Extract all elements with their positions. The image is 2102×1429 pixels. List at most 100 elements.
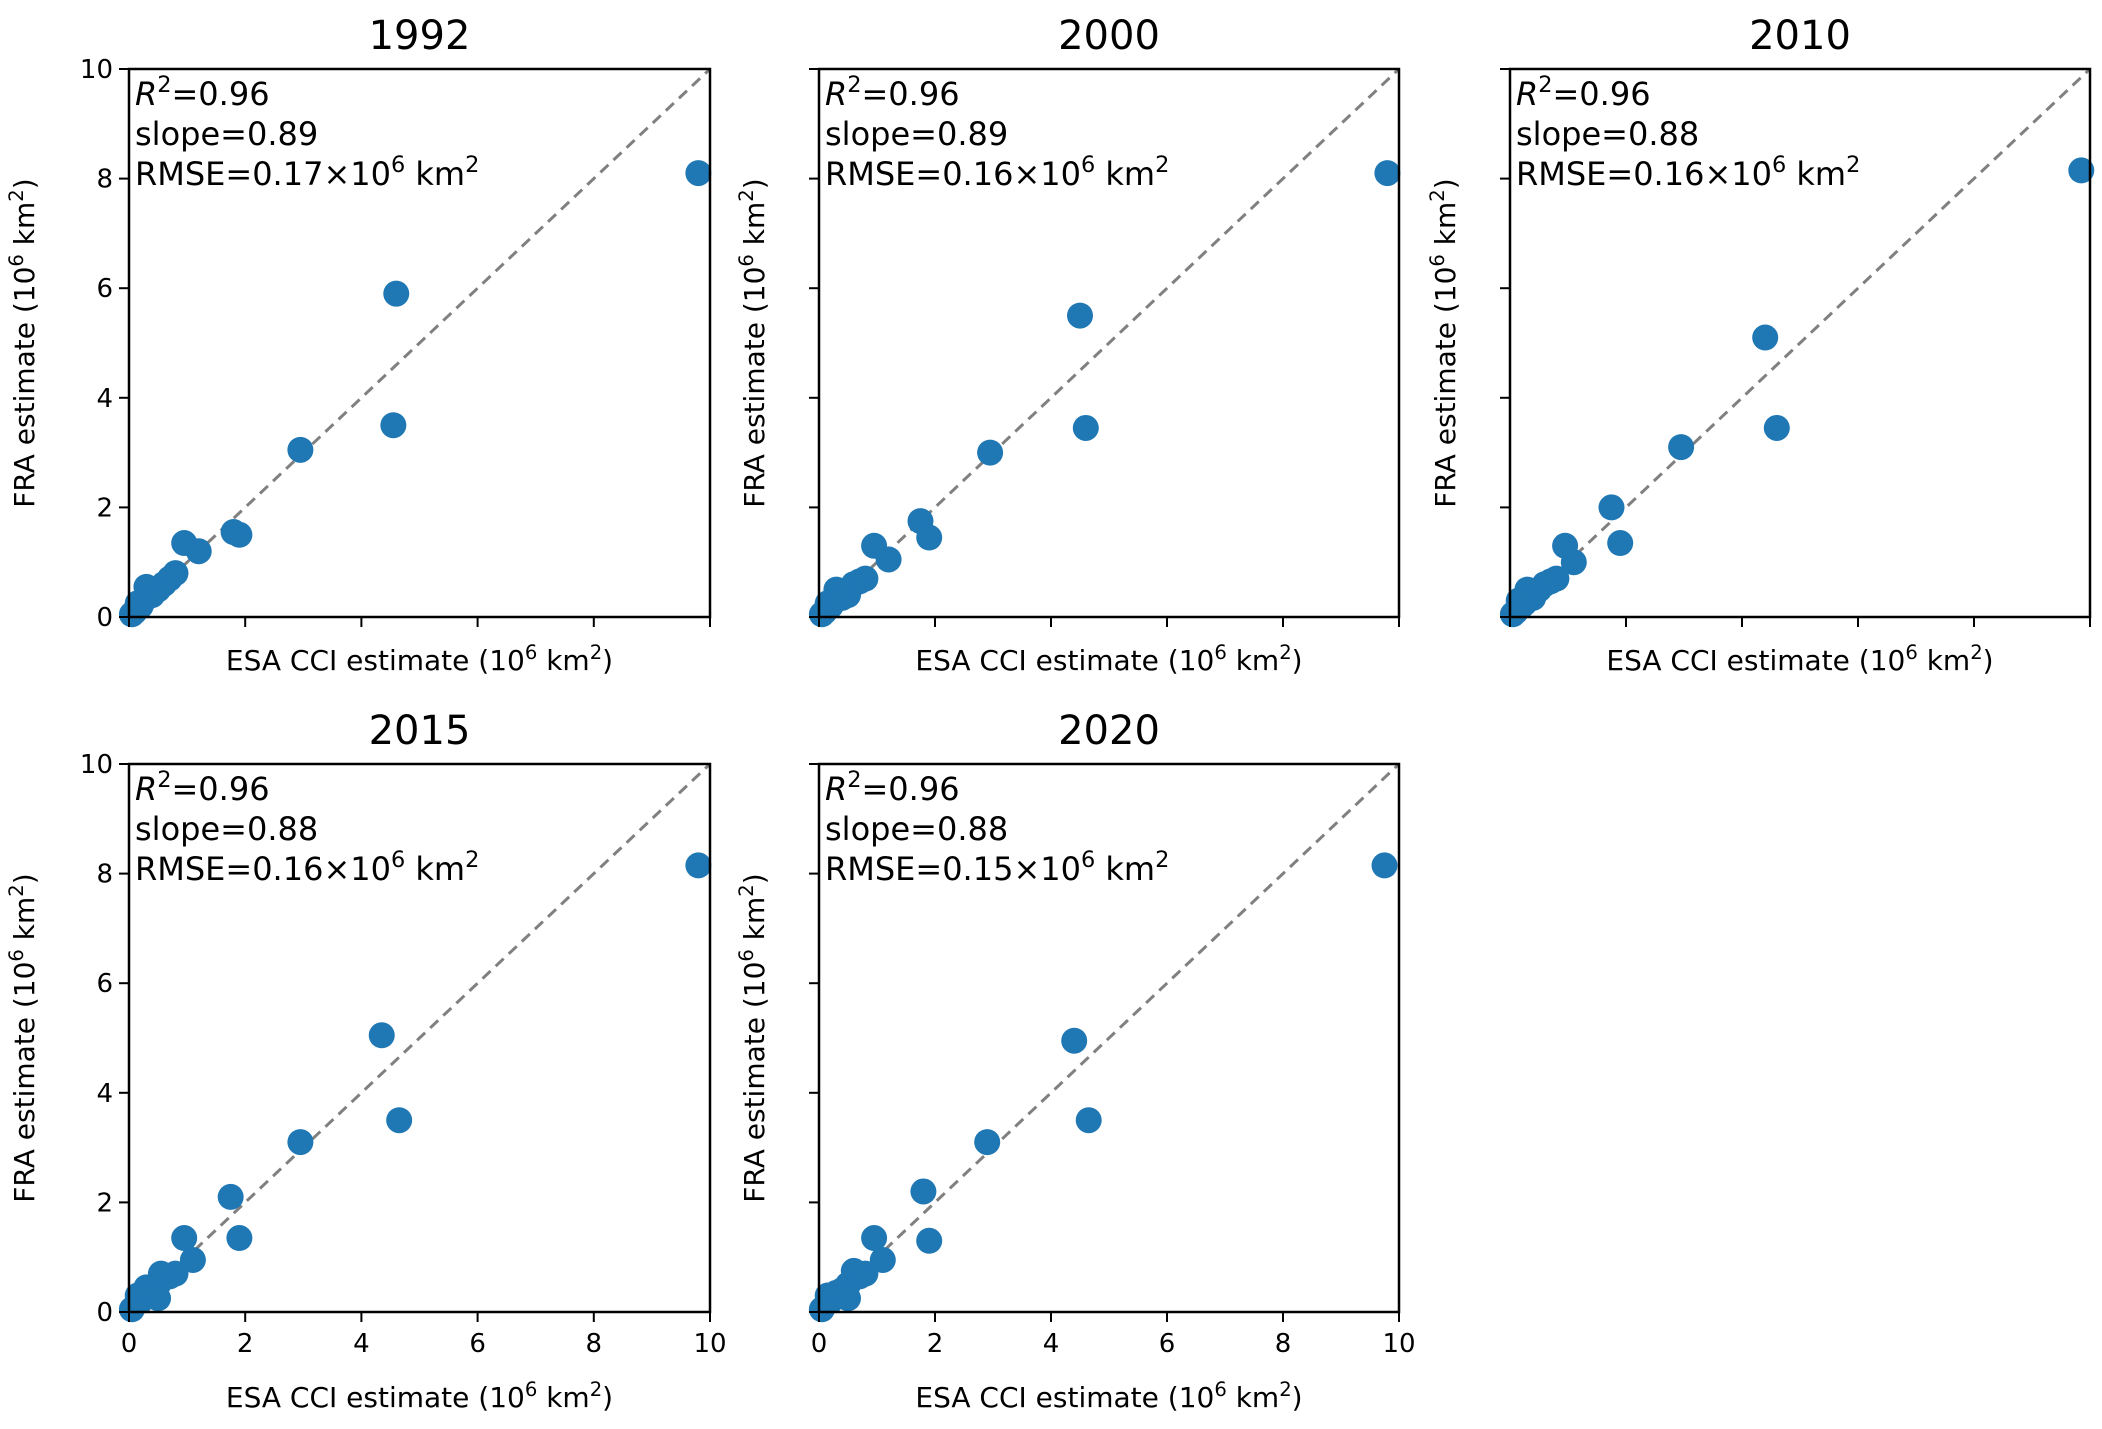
x-axis-label: ESA CCI estimate (106 km2) bbox=[226, 641, 613, 678]
y-axis-label: FRA estimate (106 km2) bbox=[1426, 178, 1463, 507]
y-tick-label: 6 bbox=[96, 969, 113, 999]
stat-annotation: slope=0.89 bbox=[135, 115, 318, 153]
y-tick-label: 10 bbox=[80, 55, 113, 85]
data-point bbox=[685, 852, 712, 879]
data-point bbox=[217, 1183, 244, 1210]
data-point bbox=[861, 532, 888, 559]
one-to-one-line bbox=[817, 762, 1401, 1314]
y-tick-label: 4 bbox=[96, 1079, 113, 1109]
data-point bbox=[1067, 302, 1093, 329]
data-point bbox=[835, 1285, 861, 1312]
data-point bbox=[685, 160, 712, 187]
x-axis-label: ESA CCI estimate (106 km2) bbox=[915, 641, 1302, 678]
stat-annotation: RMSE=0.17×106 km2 bbox=[135, 152, 479, 193]
panel-2015: 2015 0 2 4 6 8 10 0 2 4 6 8 10 ESA CCI estimate (106 … bbox=[5, 708, 727, 1414]
data-point bbox=[220, 519, 247, 546]
y-tick-label: 2 bbox=[96, 1188, 113, 1218]
data-point bbox=[1763, 414, 1790, 441]
stat-annotation: RMSE=0.15×106 km2 bbox=[825, 847, 1169, 888]
x-tick-label: 6 bbox=[469, 1329, 486, 1359]
panel-title: 1992 bbox=[369, 13, 471, 59]
data-point bbox=[1374, 160, 1401, 187]
x-tick-label: 2 bbox=[927, 1329, 944, 1359]
stat-annotation: slope=0.89 bbox=[825, 115, 1008, 153]
data-point bbox=[1598, 494, 1625, 521]
plot-frame bbox=[127, 762, 712, 1314]
data-point bbox=[226, 1225, 253, 1252]
x-tick-label: 10 bbox=[693, 1329, 726, 1359]
y-tick-label: 8 bbox=[96, 860, 113, 890]
x-tick-label: 10 bbox=[1382, 1329, 1415, 1359]
data-point bbox=[171, 1225, 198, 1252]
x-tick-label: 2 bbox=[237, 1329, 254, 1359]
x-axis-label: ESA CCI estimate (106 km2) bbox=[1606, 641, 1993, 678]
data-point bbox=[910, 1178, 937, 1205]
stat-annotation: R2=0.96 bbox=[825, 767, 960, 808]
y-axis-label: FRA estimate (106 km2) bbox=[5, 178, 42, 507]
stat-annotation: slope=0.88 bbox=[1516, 115, 1699, 153]
plot-frame bbox=[1508, 67, 2092, 619]
data-point bbox=[2068, 157, 2095, 184]
y-tick-label: 10 bbox=[80, 750, 113, 780]
data-point bbox=[808, 601, 835, 628]
y-tick-label: 0 bbox=[96, 1298, 113, 1328]
data-point bbox=[916, 524, 943, 551]
panel-2000: 2000 ESA CCI estimate (106 km2) FRA estima… bbox=[735, 13, 1401, 677]
y-tick-label: 2 bbox=[96, 493, 113, 523]
y-axis-label: FRA estimate (106 km2) bbox=[735, 178, 772, 507]
data-point bbox=[1668, 434, 1695, 461]
data-point bbox=[171, 530, 198, 557]
data-point bbox=[118, 1296, 145, 1323]
panel-2020: 2020 0 2 4 6 8 10 ESA CCI estimate (106 km2) FRA… bbox=[735, 708, 1416, 1414]
y-tick-label: 4 bbox=[96, 384, 113, 414]
x-tick-label: 4 bbox=[353, 1329, 370, 1359]
data-point bbox=[368, 1022, 395, 1049]
panel-title: 2020 bbox=[1058, 708, 1160, 754]
plot-frame bbox=[127, 67, 712, 619]
one-to-one-line bbox=[127, 762, 712, 1314]
x-tick-label: 4 bbox=[1043, 1329, 1060, 1359]
x-axis-label: ESA CCI estimate (106 km2) bbox=[915, 1378, 1302, 1415]
data-point bbox=[1607, 530, 1634, 557]
data-point bbox=[179, 1246, 206, 1273]
data-point bbox=[1552, 532, 1579, 559]
data-point bbox=[1072, 414, 1099, 441]
stat-annotation: RMSE=0.16×106 km2 bbox=[825, 152, 1169, 193]
y-tick-label: 6 bbox=[96, 274, 113, 304]
data-point bbox=[1061, 1027, 1088, 1054]
x-tick-label: 8 bbox=[1275, 1329, 1292, 1359]
y-axis-label: FRA estimate (106 km2) bbox=[5, 873, 42, 1202]
data-point bbox=[386, 1107, 413, 1134]
y-axis-label: FRA estimate (106 km2) bbox=[735, 873, 772, 1202]
data-point bbox=[287, 1129, 314, 1156]
data-point bbox=[1075, 1107, 1102, 1134]
data-point bbox=[861, 1225, 888, 1252]
x-tick-label: 6 bbox=[1159, 1329, 1176, 1359]
panel-title: 2015 bbox=[369, 708, 471, 754]
data-point bbox=[287, 436, 314, 463]
data-point bbox=[974, 1129, 1001, 1156]
data-point bbox=[977, 439, 1004, 466]
stat-annotation: RMSE=0.16×106 km2 bbox=[135, 847, 479, 888]
data-point bbox=[145, 1285, 172, 1312]
stat-annotation: RMSE=0.16×106 km2 bbox=[1516, 152, 1860, 193]
stat-annotation: R2=0.96 bbox=[825, 72, 960, 113]
data-point bbox=[1752, 324, 1779, 351]
data-point bbox=[916, 1227, 943, 1254]
panel-1992: 1992 0 2 4 6 8 10 ESA CCI estimate (106 km2) FRA… bbox=[5, 13, 712, 677]
y-tick-label: 8 bbox=[96, 165, 113, 195]
data-point bbox=[1499, 601, 1526, 628]
stat-annotation: R2=0.96 bbox=[1516, 72, 1651, 113]
y-tick-label: 0 bbox=[96, 603, 113, 633]
data-point bbox=[869, 1246, 896, 1273]
stat-annotation: slope=0.88 bbox=[135, 810, 318, 848]
panel-title: 2000 bbox=[1058, 13, 1160, 59]
one-to-one-line bbox=[1508, 67, 2092, 619]
data-point bbox=[380, 412, 407, 439]
stat-annotation: R2=0.96 bbox=[135, 767, 270, 808]
data-point bbox=[118, 601, 145, 628]
x-axis-label: ESA CCI estimate (106 km2) bbox=[226, 1378, 613, 1415]
x-tick-label: 0 bbox=[121, 1329, 138, 1359]
x-tick-label: 0 bbox=[811, 1329, 828, 1359]
